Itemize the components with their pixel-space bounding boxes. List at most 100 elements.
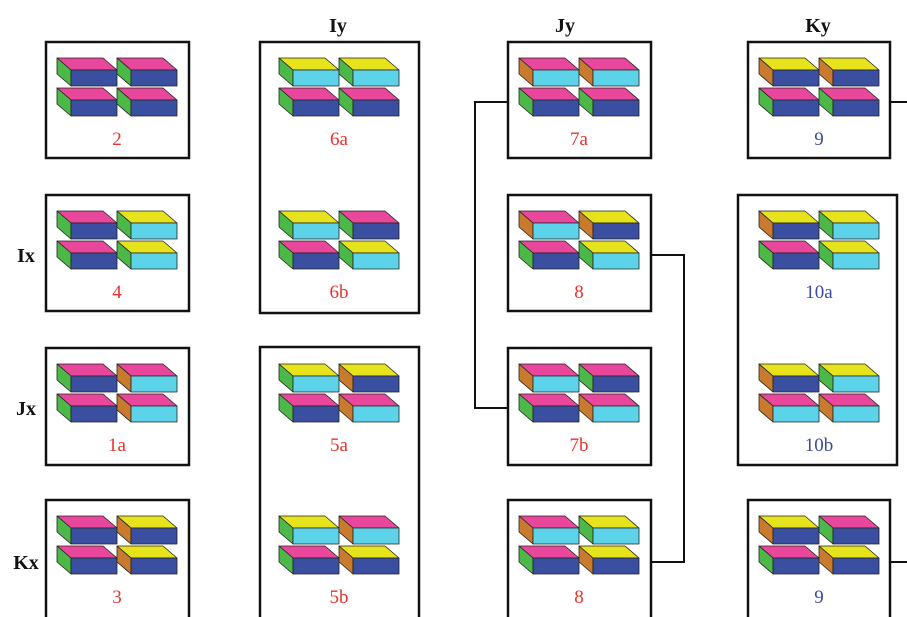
brick-front: [772, 527, 820, 545]
brick-front: [130, 222, 178, 240]
brick-front: [70, 252, 118, 270]
brick-front: [832, 375, 880, 393]
brick-front: [70, 557, 118, 575]
brick-front: [592, 557, 640, 575]
brick-front: [130, 527, 178, 545]
row-header: Jx: [16, 398, 36, 420]
cell-label: 5a: [330, 435, 349, 456]
brick-front: [352, 69, 400, 87]
cell-label: 10b: [805, 435, 834, 456]
brick-front: [592, 99, 640, 117]
cell-frame: [736, 193, 899, 467]
cell-label: 3: [112, 587, 122, 608]
brick-front: [352, 222, 400, 240]
brick-front: [772, 405, 820, 423]
cell-frame: [506, 346, 653, 467]
brick-front: [832, 99, 880, 117]
brick-front: [70, 527, 118, 545]
cell-frame: [506, 40, 653, 160]
brick-front: [772, 69, 820, 87]
row-header: Ix: [17, 245, 35, 267]
brick-front: [70, 69, 118, 87]
cell-label: 8: [574, 587, 584, 608]
brick-front: [592, 252, 640, 270]
brick-front: [832, 527, 880, 545]
brick-front: [292, 252, 340, 270]
connector: [651, 254, 685, 563]
cell-frame: [44, 193, 191, 313]
brick-front: [352, 99, 400, 117]
brick-front: [130, 375, 178, 393]
cell-frame: [44, 40, 191, 160]
brick-front: [532, 99, 580, 117]
cell-label: 2: [112, 129, 122, 150]
brick-front: [772, 557, 820, 575]
cell-label: 9: [814, 587, 824, 608]
brick-front: [292, 375, 340, 393]
brick-front: [772, 222, 820, 240]
cell-label: 9: [814, 129, 824, 150]
cell-frame: [506, 193, 653, 313]
brick-front: [592, 527, 640, 545]
brick-front: [532, 375, 580, 393]
brick-front: [352, 375, 400, 393]
brick-front: [130, 405, 178, 423]
brick-front: [772, 375, 820, 393]
brick-front: [532, 252, 580, 270]
brick-front: [292, 69, 340, 87]
row-header: Kx: [13, 552, 39, 574]
cell-frame: [44, 346, 191, 467]
brick-front: [292, 99, 340, 117]
cell-label: 6b: [330, 282, 349, 303]
brick-front: [70, 222, 118, 240]
cell-frame: [258, 345, 421, 617]
cell-frame: [44, 498, 191, 617]
brick-front: [130, 252, 178, 270]
brick-front: [292, 222, 340, 240]
cell-label: 5b: [330, 587, 349, 608]
cell-frame: [506, 498, 653, 617]
brick-front: [532, 405, 580, 423]
cell-label: 10a: [805, 282, 833, 303]
brick-front: [592, 375, 640, 393]
brick-front: [352, 405, 400, 423]
brick-front: [832, 252, 880, 270]
cell-frame: [258, 40, 421, 315]
cell-label: 7b: [570, 435, 589, 456]
brick-front: [352, 252, 400, 270]
cell-label: 6a: [330, 129, 349, 150]
brick-front: [592, 69, 640, 87]
brick-front: [70, 375, 118, 393]
brick-front: [130, 557, 178, 575]
brick-front: [592, 405, 640, 423]
brick-front: [532, 222, 580, 240]
brick-front: [352, 527, 400, 545]
connector: [474, 101, 508, 409]
column-header: Jy: [555, 15, 575, 37]
cell-frame: [746, 40, 892, 160]
cell-label: 8: [574, 282, 584, 303]
brick-front: [772, 99, 820, 117]
cell-label: 4: [112, 282, 122, 303]
cell-frame: [746, 498, 892, 617]
brick-front: [130, 69, 178, 87]
brick-front: [832, 69, 880, 87]
brick-front: [352, 557, 400, 575]
brick-front: [292, 557, 340, 575]
brick-front: [532, 69, 580, 87]
brick-front: [70, 405, 118, 423]
brick-front: [532, 527, 580, 545]
column-header: Iy: [329, 15, 347, 37]
brick-front: [532, 557, 580, 575]
brick-front: [292, 405, 340, 423]
brick-front: [832, 557, 880, 575]
brick-front: [292, 527, 340, 545]
brick-front: [130, 99, 178, 117]
brick-front: [772, 252, 820, 270]
brick-front: [832, 405, 880, 423]
column-header: Ky: [805, 15, 831, 37]
brick-front: [592, 222, 640, 240]
brick-front: [832, 222, 880, 240]
cell-label: 1a: [108, 435, 127, 456]
